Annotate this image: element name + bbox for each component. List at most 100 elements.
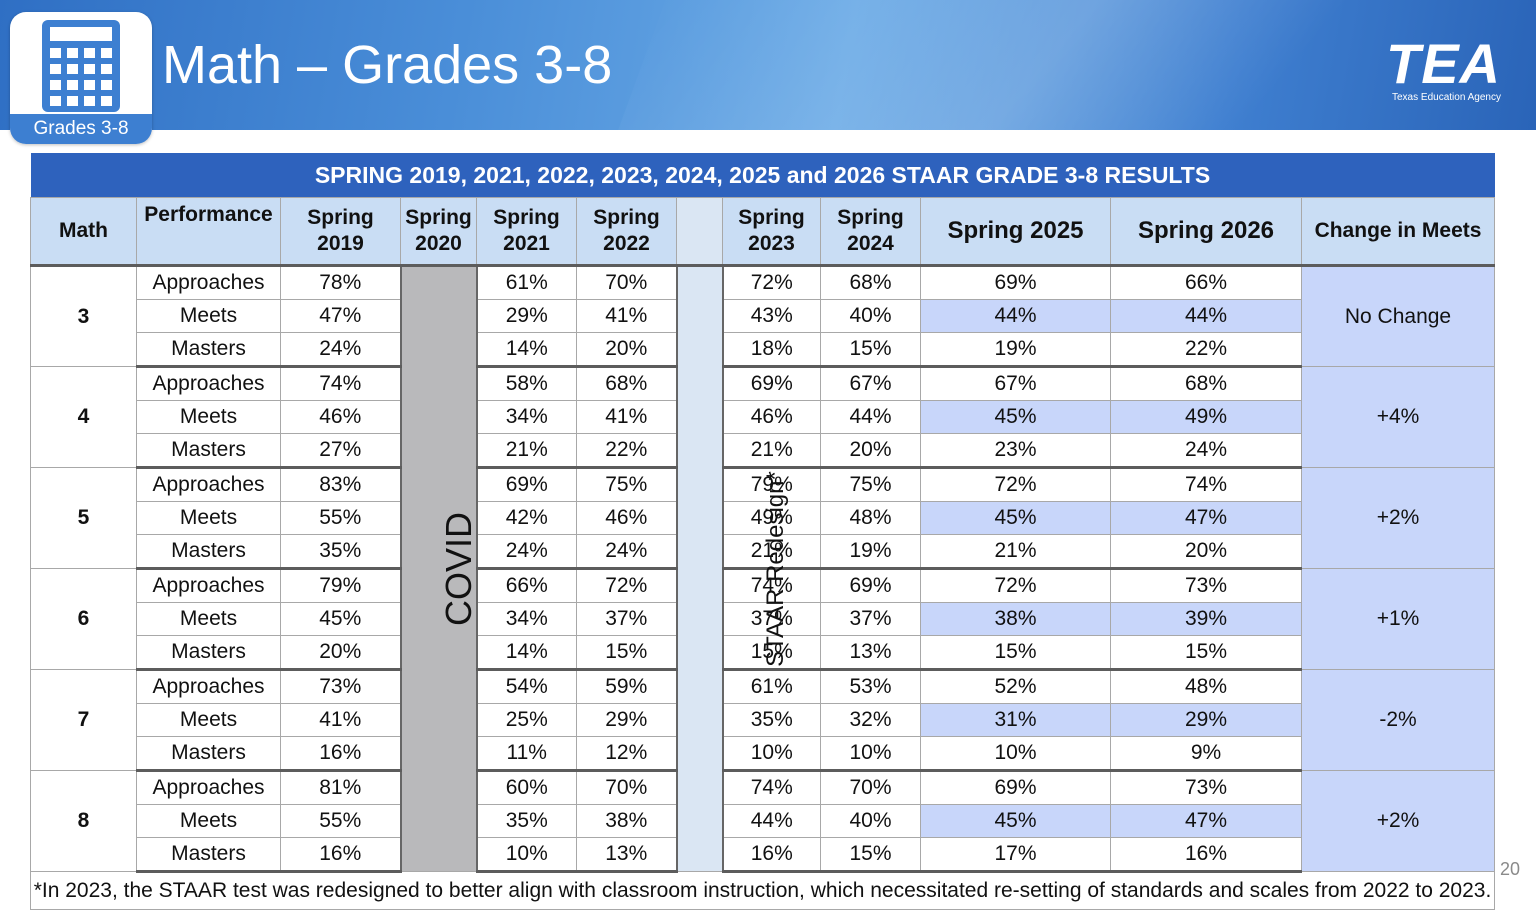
value-2026-cell: 47% [1110, 501, 1302, 535]
performance-level-cell: Meets [136, 703, 281, 737]
value-2021-cell: 11% [476, 736, 577, 772]
value-2019-cell: 20% [280, 635, 401, 671]
value-2019-cell: 41% [280, 703, 401, 737]
value-2026-cell: 29% [1110, 703, 1302, 737]
tea-logo-subtitle: Texas Education Agency [1392, 92, 1501, 103]
value-2024-cell: 20% [820, 433, 921, 469]
change-in-meets-cell: +2% [1300, 770, 1496, 872]
value-2024-cell: 40% [820, 299, 921, 333]
col-redesign-header [676, 197, 723, 267]
value-2022-cell: 20% [576, 332, 677, 368]
value-2026-cell: 22% [1110, 332, 1302, 368]
value-2025-cell: 45% [920, 400, 1111, 434]
table-row: Masters 16% 11% 12% 10% 10% 10% 9% [31, 736, 1495, 772]
value-2023-cell: 44% [722, 804, 821, 838]
value-2026-cell: 20% [1110, 534, 1302, 570]
performance-level-cell: Meets [136, 299, 281, 333]
performance-level-cell: Masters [136, 837, 281, 873]
value-2023-cell: 21% [722, 433, 821, 469]
value-2022-cell: 41% [576, 299, 677, 333]
grade-cell: 6 [30, 568, 137, 670]
value-2024-cell: 44% [820, 400, 921, 434]
value-2021-cell: 14% [476, 332, 577, 368]
grade-cell: 5 [30, 467, 137, 569]
value-2022-cell: 15% [576, 635, 677, 671]
value-2022-cell: 68% [576, 366, 677, 401]
value-2019-cell: 74% [280, 366, 401, 401]
value-2025-cell: 15% [920, 635, 1111, 671]
value-2024-cell: 15% [820, 837, 921, 873]
performance-level-cell: Masters [136, 433, 281, 469]
value-2026-cell: 48% [1110, 669, 1302, 704]
value-2023-cell: 16% [722, 837, 821, 873]
staar-redesign-column: STAAR Redesign* [675, 265, 788, 872]
value-2022-cell: 70% [576, 770, 677, 805]
table-row: Meets 45% 34% 37% 37% 37% 38% 39% [31, 602, 1495, 636]
performance-level-cell: Masters [136, 332, 281, 368]
performance-level-cell: Meets [136, 400, 281, 434]
value-2023-cell: 49% [722, 501, 821, 535]
value-2021-cell: 10% [476, 837, 577, 873]
performance-level-cell: Approaches [136, 669, 281, 704]
value-2022-cell: 70% [576, 265, 677, 300]
value-2026-cell: 16% [1110, 837, 1302, 873]
value-2025-cell: 21% [920, 534, 1111, 570]
col-spring-2024: Spring 2024 [820, 197, 921, 267]
column-header-row: Math Performance Spring 2019 Spring 2020 S… [30, 197, 1496, 267]
value-2024-cell: 68% [820, 265, 921, 300]
col-math: Math [30, 197, 137, 267]
value-2023-cell: 43% [722, 299, 821, 333]
col-change-in-meets: Change in Meets [1300, 197, 1496, 267]
value-2022-cell: 72% [576, 568, 677, 603]
value-2023-cell: 79% [722, 467, 821, 502]
performance-level-cell: Masters [136, 635, 281, 671]
performance-level-cell: Approaches [136, 366, 281, 401]
value-2025-cell: 69% [920, 265, 1111, 300]
value-2025-cell: 19% [920, 332, 1111, 368]
value-2024-cell: 69% [820, 568, 921, 603]
table-row: Meets 41% 25% 29% 35% 32% 31% 29% [31, 703, 1495, 737]
col-spring-2022: Spring 2022 [576, 197, 677, 267]
value-2024-cell: 75% [820, 467, 921, 502]
value-2023-cell: 15% [722, 635, 821, 671]
value-2022-cell: 38% [576, 804, 677, 838]
grades-badge: Grades 3-8 [10, 114, 152, 144]
value-2026-cell: 73% [1110, 770, 1302, 805]
results-body: 3 Approaches 78% COVID 61% 70% STAAR Redesign*… [30, 265, 1496, 873]
value-2024-cell: 13% [820, 635, 921, 671]
value-2024-cell: 67% [820, 366, 921, 401]
table-row: Masters 16% 10% 13% 16% 15% 17% 16% [31, 837, 1495, 873]
grades-icon-card: Grades 3-8 [10, 12, 152, 144]
change-in-meets-cell: No Change [1300, 265, 1496, 367]
performance-level-cell: Approaches [136, 770, 281, 805]
value-2025-cell: 17% [920, 837, 1111, 873]
table-row: Masters 27% 21% 22% 21% 20% 23% 24% [31, 433, 1495, 469]
value-2026-cell: 66% [1110, 265, 1302, 300]
performance-level-cell: Masters [136, 534, 281, 570]
table-row: 7 Approaches 73% 54% 59% 61% 53% 52% 48% -2% [30, 669, 1496, 771]
value-2021-cell: 34% [476, 400, 577, 434]
value-2023-cell: 61% [722, 669, 821, 704]
value-2022-cell: 59% [576, 669, 677, 704]
value-2022-cell: 75% [576, 467, 677, 502]
footnote: *In 2023, the STAAR test was redesigned … [29, 871, 1496, 910]
table-row: Masters 24% 14% 20% 18% 15% 19% 22% [31, 332, 1495, 368]
table-row: Meets 47% 29% 41% 43% 40% 44% 44% [31, 299, 1495, 333]
value-2026-cell: 49% [1110, 400, 1302, 434]
value-2023-cell: 74% [722, 770, 821, 805]
value-2021-cell: 25% [476, 703, 577, 737]
value-2021-cell: 34% [476, 602, 577, 636]
value-2021-cell: 60% [476, 770, 577, 805]
grade-cell: 4 [30, 366, 137, 468]
value-2022-cell: 46% [576, 501, 677, 535]
value-2026-cell: 24% [1110, 433, 1302, 469]
value-2025-cell: 72% [920, 467, 1111, 502]
table-row: 6 Approaches 79% 66% 72% 74% 69% 72% 73% +1% [30, 568, 1496, 670]
col-spring-2019: Spring 2019 [280, 197, 401, 267]
tea-logo-word: TEA [1386, 32, 1501, 95]
value-2026-cell: 68% [1110, 366, 1302, 401]
col-spring-2026: Spring 2026 [1110, 197, 1302, 267]
value-2023-cell: 37% [722, 602, 821, 636]
value-2025-cell: 72% [920, 568, 1111, 603]
col-performance: Performance [136, 197, 281, 267]
